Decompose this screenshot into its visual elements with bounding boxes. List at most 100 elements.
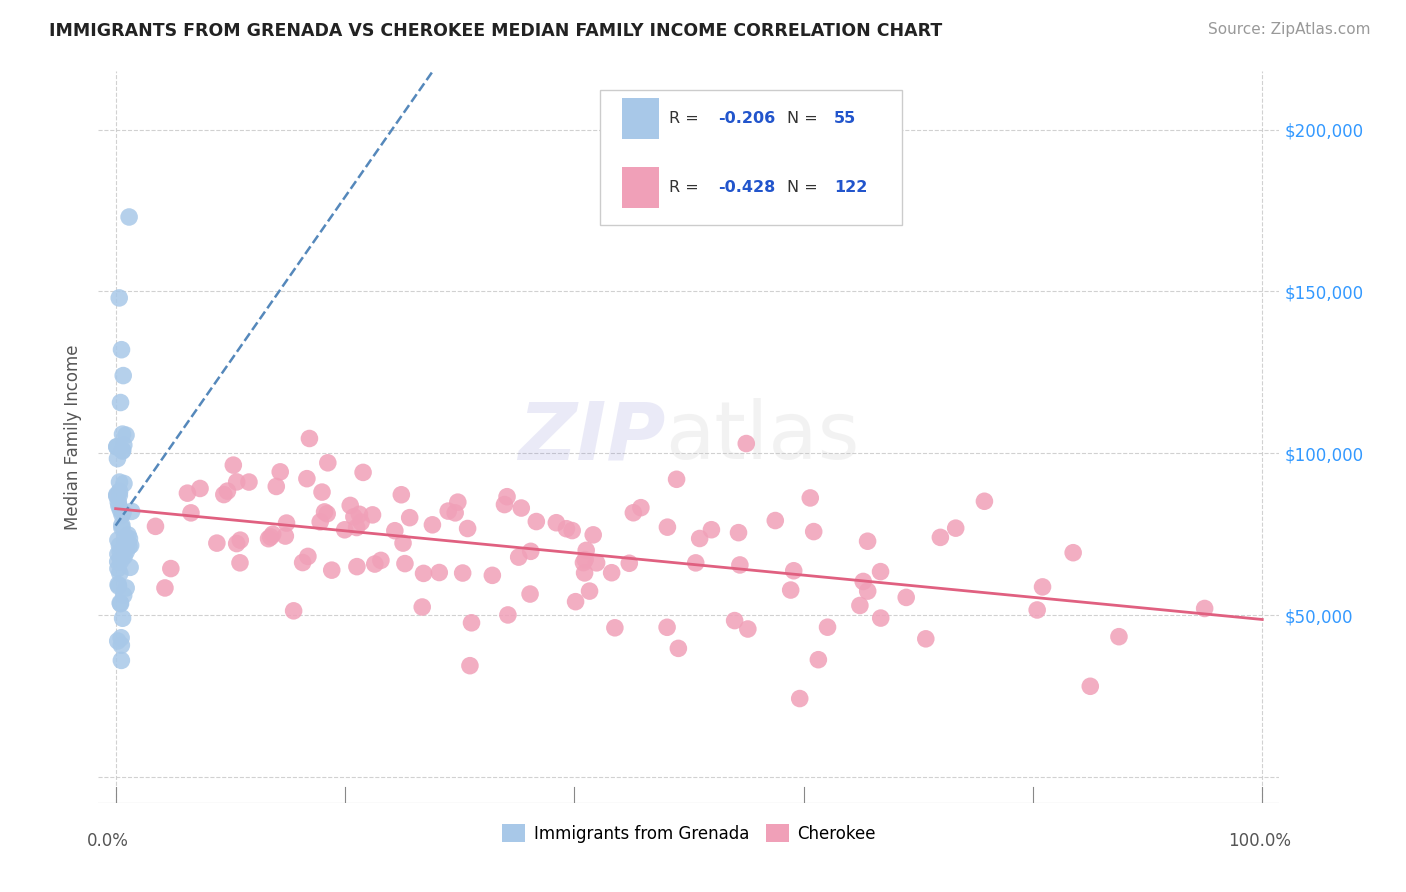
Point [107,495,129,509]
Point [763,514,786,528]
Point [110,596,132,610]
Point [111,444,134,458]
Point [297,549,319,564]
Point [111,611,134,625]
Point [316,507,339,521]
Point [437,504,460,518]
Point [225,536,247,550]
Point [779,582,801,597]
Point [621,506,644,520]
Point [153,581,176,595]
Point [411,599,433,614]
Point [392,536,415,550]
Point [108,544,131,558]
Point [110,503,132,517]
Point [914,632,936,646]
Point [115,581,138,595]
Point [107,533,129,547]
Point [546,516,568,530]
Point [494,498,516,512]
Point [896,591,918,605]
Point [945,521,967,535]
Point [105,440,128,454]
FancyBboxPatch shape [621,167,659,208]
Point [229,533,252,548]
Point [564,595,586,609]
Text: 100.0%: 100.0% [1229,832,1291,850]
Point [333,523,356,537]
Point [856,534,879,549]
Point [973,494,995,508]
Point [737,622,759,636]
Point [422,517,444,532]
Point [112,368,135,383]
Point [105,489,128,503]
Point [295,472,318,486]
Point [217,484,239,499]
Text: -0.206: -0.206 [718,111,776,126]
Point [447,495,470,509]
Point [655,620,678,634]
Point [107,547,129,561]
Point [346,520,368,534]
Point [222,458,245,472]
Text: 0.0%: 0.0% [87,832,128,850]
Point [262,527,284,541]
Text: 122: 122 [834,180,868,195]
Point [700,523,723,537]
Point [856,584,879,599]
Text: Source: ZipAtlas.com: Source: ZipAtlas.com [1208,22,1371,37]
Point [394,557,416,571]
Point [112,588,135,602]
Point [852,574,875,589]
Point [444,506,467,520]
Point [321,563,343,577]
Point [412,566,434,581]
Point [427,566,450,580]
Point [225,475,247,489]
Point [807,653,830,667]
Point [603,621,626,635]
Text: ZIP: ZIP [517,398,665,476]
Point [361,508,384,522]
Point [117,528,139,542]
Point [115,428,138,442]
Point [555,522,578,536]
Point [105,488,128,502]
Point [600,566,623,580]
Point [689,532,711,546]
Point [508,550,530,565]
Text: N =: N = [787,111,823,126]
Point [107,634,129,648]
Point [316,456,339,470]
Point [510,501,533,516]
Point [630,500,652,515]
Point [364,557,387,571]
Point [260,530,283,544]
Point [519,544,541,558]
Point [352,466,374,480]
Point [519,587,541,601]
Point [110,653,132,667]
Point [111,508,134,522]
Point [575,543,598,558]
Point [1078,679,1101,693]
Point [145,519,167,533]
Point [929,530,952,544]
Point [384,524,406,538]
Point [370,553,392,567]
Point [314,505,336,519]
Point [274,529,297,543]
Point [496,490,519,504]
Text: atlas: atlas [665,398,859,476]
Point [176,486,198,500]
Point [110,395,132,409]
Point [110,554,132,568]
Point [110,638,132,652]
Point [112,505,135,519]
Point [188,482,211,496]
Y-axis label: Median Family Income: Median Family Income [65,344,83,530]
Point [869,611,891,625]
Point [118,540,141,554]
Point [291,556,314,570]
